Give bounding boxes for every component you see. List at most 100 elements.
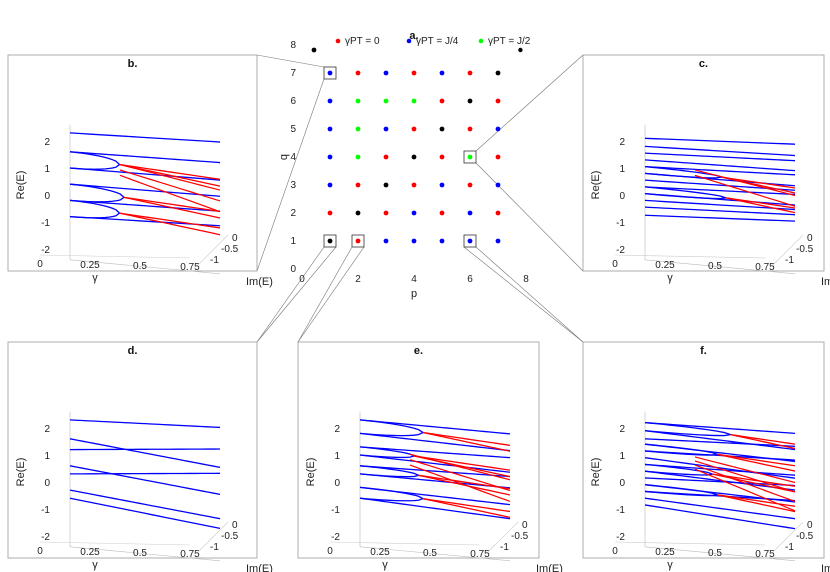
- panel-e-axis-line: [359, 546, 511, 562]
- panel-c-axis-line: [614, 254, 766, 259]
- scatter-point: [355, 238, 361, 244]
- panel-f-xlabel: γ: [667, 559, 673, 571]
- scatter-point: [467, 210, 473, 216]
- spectrum-line: [644, 186, 796, 196]
- panel-d-xtick: 0: [37, 546, 43, 557]
- spectrum-line-complex: [730, 433, 796, 445]
- panel-a-xlabel: p: [411, 288, 417, 300]
- panel-f-axis-line: [614, 541, 766, 546]
- panel-b-zlabel: Im(E): [246, 276, 273, 288]
- spectrum-line-complex: [409, 453, 511, 481]
- scatter-point: [411, 154, 417, 160]
- spectrum-line: [644, 159, 796, 172]
- highlight-box-d: [323, 234, 337, 248]
- scatter-point: [439, 126, 445, 132]
- spectrum-line: [644, 199, 796, 211]
- spectrum-line: [69, 183, 221, 197]
- panel-e-ztick: 0: [522, 520, 528, 531]
- scatter-point: [467, 70, 473, 76]
- spectrum-line-complex: [716, 494, 796, 507]
- panel-f-ytick: 1: [619, 451, 625, 462]
- panel-a-ytick: 7: [290, 68, 296, 79]
- spectrum-line-complex: [422, 431, 511, 452]
- panel-b-axis-line: [69, 259, 221, 275]
- panel-e-axis-line: [487, 521, 519, 553]
- scatter-point: [411, 70, 417, 76]
- panel-a-ytick: 1: [290, 236, 296, 247]
- scatter-point: [355, 154, 361, 160]
- panel-f-axis-line: [772, 521, 804, 553]
- panel-e-xtick: 0.25: [370, 547, 390, 558]
- panel-f-xtick: 0.5: [708, 548, 722, 559]
- panel-c-axis-line: [644, 259, 796, 275]
- scatter-point: [467, 182, 473, 188]
- panel-f-title: f.: [700, 345, 707, 357]
- panel-f-frame: [582, 341, 825, 559]
- spectrum-line-complex: [694, 456, 796, 484]
- spectrum-line-complex: [716, 453, 796, 467]
- scatter-point: [327, 154, 333, 160]
- panel-b-ytick: -2: [41, 245, 50, 256]
- spectrum-line-complex: [716, 494, 796, 513]
- panel-a-ytick: 0: [290, 264, 296, 275]
- scatter-point: [327, 182, 333, 188]
- panel-b-xtick: 0.5: [133, 261, 147, 272]
- scatter-point: [327, 70, 333, 76]
- scatter-point: [383, 154, 389, 160]
- scatter-point: [411, 126, 417, 132]
- spectrum-line: [644, 457, 796, 479]
- spectrum-line-complex: [422, 498, 511, 513]
- scatter-point: [439, 154, 445, 160]
- panel-e-xtick: 0: [327, 546, 333, 557]
- panel-b-xtick: 0: [37, 259, 43, 270]
- panel-c-ytick: 0: [619, 191, 625, 202]
- scatter-point: [383, 210, 389, 216]
- legend-label: γPT = J/4: [416, 36, 459, 47]
- spectrum-line-complex: [725, 197, 796, 209]
- connector-line: [463, 246, 584, 343]
- spectrum-line: [69, 465, 221, 496]
- scatter-point: [327, 238, 333, 244]
- panel-e-zlabel: Im(E): [536, 563, 563, 572]
- panel-c-xtick: 0.25: [655, 260, 675, 271]
- scatter-point: [327, 98, 333, 104]
- panel-b-ztick: -1: [210, 255, 219, 266]
- panel-c-xtick: 0.5: [708, 261, 722, 272]
- spectrum-line-complex: [694, 464, 796, 502]
- panel-c-ztick: -1: [785, 255, 794, 266]
- panel-e-xlabel: γ: [382, 559, 388, 571]
- spectrum-line: [644, 504, 796, 530]
- legend-marker-blue: [406, 38, 412, 44]
- spectrum-line-complex: [409, 464, 511, 502]
- scatter-point: [495, 210, 501, 216]
- panel-a-xtick: 2: [355, 274, 361, 285]
- legend-marker-green: [478, 38, 484, 44]
- spectrum-line-complex: [413, 455, 511, 471]
- spectrum-line-complex: [119, 163, 221, 191]
- scatter-point: [495, 70, 501, 76]
- panel-c-title: c.: [699, 58, 708, 70]
- spectrum-line: [69, 438, 221, 469]
- panel-e-xtick: 0.75: [470, 549, 490, 560]
- panel-f-zlabel: Im(E): [821, 563, 830, 572]
- spectrum-line-complex: [119, 212, 221, 229]
- panel-f-ytick: -2: [616, 532, 625, 543]
- panel-c-xtick: 0: [612, 259, 618, 270]
- scatter-point: [439, 238, 445, 244]
- panel-d-xlabel: γ: [92, 559, 98, 571]
- panel-b-frame: [7, 54, 258, 272]
- panel-f-ylabel: Re(E): [590, 458, 602, 487]
- panel-d-xtick: 0.75: [180, 549, 200, 560]
- spectrum-line: [644, 463, 796, 476]
- panel-a-xtick: 6: [467, 274, 473, 285]
- legend-label: γPT = 0: [345, 36, 380, 47]
- spectrum-line-complex: [119, 169, 221, 202]
- panel-d-ztick: -1: [210, 542, 219, 553]
- scatter-point: [383, 126, 389, 132]
- panel-a-ylabel: q: [278, 154, 290, 160]
- panel-d-ytick: 0: [44, 478, 50, 489]
- spectrum-line: [644, 152, 796, 162]
- spectrum-line-complex: [694, 169, 796, 197]
- panel-d-ytick: -2: [41, 532, 50, 543]
